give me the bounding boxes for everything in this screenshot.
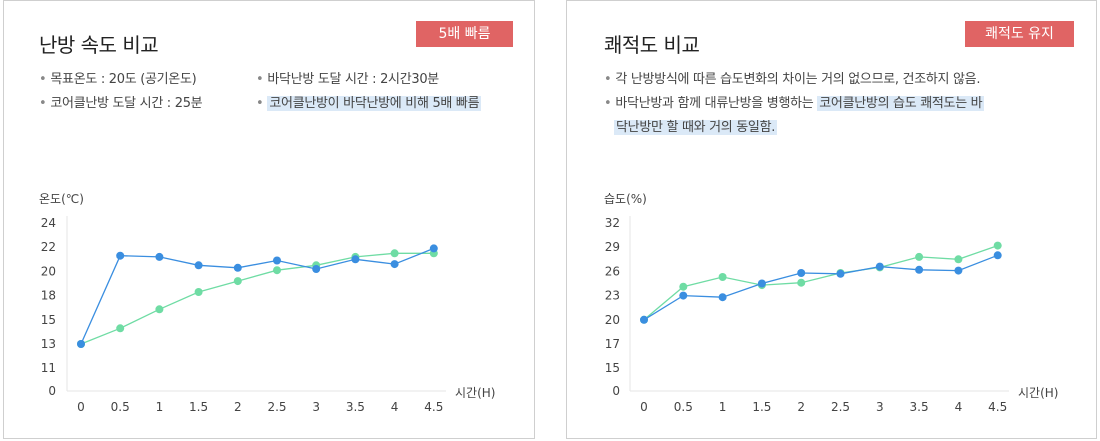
data-point-0 [390, 260, 399, 269]
y-tick-label: 32 [605, 216, 620, 230]
panel-title: 난방 속도 비교 [39, 33, 159, 57]
data-point-0 [679, 291, 688, 300]
x-tick-label: 4.5 [988, 400, 1007, 414]
highlight-text: 닥난방만 할 때와 거의 동일함. [614, 120, 778, 135]
y-axis-label: 습도(%) [604, 192, 647, 206]
y-tick-label: 24 [41, 216, 56, 230]
humidity-chart: 습도(%) 시간(H) 15 17 20 23 26 29 32 0 0 0.5 1 1.5 2 2.5 3… [604, 192, 1058, 414]
y-tick-label: 17 [605, 337, 620, 351]
data-point-1 [194, 288, 203, 296]
x-tick-label: 0.5 [674, 400, 693, 414]
bullet-humidity-diff: 각 난방방식에 따른 습도변화의 차이는 거의 없으므로, 건조하지 않음. [604, 70, 980, 90]
data-point-1 [797, 278, 806, 287]
data-point-1 [155, 305, 164, 314]
bullet-text: 바닥난방과 함께 대류난방을 병행하는 [615, 96, 818, 111]
y-tick-label: 18 [41, 289, 56, 303]
bullet-humidity-comfort-cont: 닥난방만 할 때와 거의 동일함. [614, 118, 778, 138]
x-tick-label: 2 [234, 400, 242, 414]
data-point-0 [640, 315, 648, 324]
data-point-0 [273, 256, 281, 265]
temperature-chart: 온도(℃) 시간(H) 11 13 15 18 20 22 24 0 0 0.5 1 1.5 2 2.5 3… [39, 192, 495, 414]
data-point-0 [757, 279, 766, 288]
data-point-0 [797, 269, 806, 277]
x-tick-label: 2.5 [831, 400, 850, 414]
y-tick-label: 20 [41, 264, 56, 278]
data-point-0 [194, 261, 203, 270]
x-axis-label: 시간(H) [455, 386, 495, 400]
data-point-1 [273, 266, 281, 275]
x-tick-label: 1.5 [189, 400, 208, 414]
y-tick-label: 23 [605, 289, 620, 303]
comfort-panel: 쾌적도 비교 쾌적도 유지 각 난방방식에 따른 습도변화의 차이는 거의 없으… [566, 0, 1097, 439]
data-point-0 [875, 262, 884, 271]
y-tick-label: 0 [48, 384, 56, 398]
bullet-speed-summary: 코어클난방이 바닥난방에 비해 5배 빠름 [256, 94, 482, 114]
bullet-floor-time: 바닥난방 도달 시간 : 2시간30분 [256, 70, 439, 90]
x-tick-label: 0.5 [111, 400, 130, 414]
x-tick-label: 4.5 [424, 400, 443, 414]
data-point-0 [718, 293, 727, 302]
x-tick-label: 1 [719, 400, 727, 414]
y-tick-label: 0 [612, 384, 620, 398]
x-tick-label: 1.5 [752, 400, 771, 414]
x-tick-label: 3 [312, 400, 320, 414]
heating-speed-panel: 난방 속도 비교 5배 빠름 목표온도 : 20도 (공기온도) 바닥난방 도달… [3, 0, 535, 439]
panel-title: 쾌적도 비교 [604, 33, 700, 57]
x-tick-label: 4 [391, 400, 399, 414]
y-tick-label: 22 [41, 240, 56, 254]
y-tick-label: 26 [605, 264, 620, 278]
data-point-0 [993, 251, 1002, 260]
data-point-0 [429, 244, 438, 253]
data-point-1 [233, 277, 242, 286]
data-point-1 [954, 255, 963, 264]
x-tick-label: 3.5 [910, 400, 929, 414]
series-line-0 [80, 247, 435, 345]
series-line-1 [643, 244, 998, 321]
data-point-0 [351, 255, 360, 264]
data-point-1 [116, 324, 125, 333]
data-point-0 [312, 265, 321, 273]
y-tick-label: 13 [41, 337, 56, 351]
bullet-humidity-comfort: 바닥난방과 함께 대류난방을 병행하는 코어클난방의 습도 쾌적도는 바 [604, 94, 985, 114]
x-tick-label: 3.5 [346, 400, 365, 414]
data-point-1 [993, 241, 1002, 250]
y-tick-label: 15 [605, 361, 620, 375]
data-point-0 [915, 265, 924, 274]
x-tick-label: 1 [156, 400, 164, 414]
y-axis-label: 온도(℃) [39, 192, 84, 206]
data-point-1 [718, 273, 727, 281]
data-point-0 [233, 263, 242, 272]
speed-badge: 5배 빠름 [416, 21, 513, 47]
series-line-0 [643, 254, 998, 321]
x-tick-label: 3 [876, 400, 884, 414]
series-line-1 [80, 252, 434, 345]
x-tick-label: 2.5 [267, 400, 286, 414]
bullet-coreclle-time: 코어클난방 도달 시간 : 25분 [39, 94, 202, 114]
y-tick-label: 20 [605, 313, 620, 327]
x-tick-label: 0 [640, 400, 648, 414]
x-tick-label: 2 [797, 400, 805, 414]
x-tick-label: 0 [77, 400, 85, 414]
x-axis-label: 시간(H) [1018, 386, 1058, 400]
comfort-badge: 쾌적도 유지 [965, 21, 1074, 47]
data-point-1 [679, 282, 688, 291]
bullet-target-temp: 목표온도 : 20도 (공기온도) [39, 70, 196, 90]
x-tick-label: 4 [955, 400, 963, 414]
highlight-text: 코어클난방이 바닥난방에 비해 5배 빠름 [267, 96, 482, 111]
y-tick-label: 29 [605, 240, 620, 254]
highlight-text: 코어클난방의 습도 쾌적도는 바 [817, 96, 985, 111]
data-point-0 [836, 269, 845, 278]
data-point-0 [155, 252, 164, 261]
data-point-0 [116, 251, 125, 260]
data-point-1 [390, 249, 399, 258]
data-point-0 [954, 266, 963, 275]
data-point-0 [77, 340, 85, 348]
data-point-1 [915, 252, 924, 261]
y-tick-label: 11 [41, 361, 56, 375]
y-tick-label: 15 [41, 313, 56, 327]
